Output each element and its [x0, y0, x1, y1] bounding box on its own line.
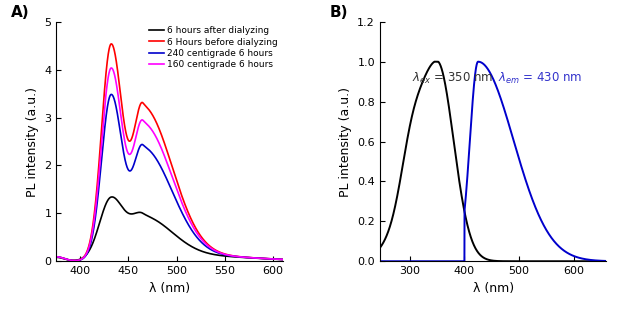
- Text: A): A): [11, 5, 29, 20]
- X-axis label: λ (nm): λ (nm): [149, 282, 190, 295]
- 6 hours after dialyzing: [250, 256, 258, 260]
- 6 hours after dialyzing: [139, 211, 147, 215]
- Line: 160 centigrade 6 hours: 160 centigrade 6 hours: [56, 68, 282, 261]
- 160 centigrade 6 hours: [139, 119, 147, 123]
- 6 Hours before dialyzing: [279, 258, 286, 261]
- 240 centigrade 6 hours: [78, 257, 86, 261]
- 6 hours after dialyzing: [274, 258, 282, 261]
- 160 centigrade 6 hours: [274, 258, 282, 261]
- X-axis label: λ (nm): λ (nm): [472, 282, 514, 295]
- 6 hours after dialyzing: [92, 234, 99, 237]
- 6 Hours before dialyzing: [274, 257, 282, 261]
- 6 hours after dialyzing: [279, 258, 286, 262]
- Text: B): B): [330, 5, 349, 20]
- 6 Hours before dialyzing: [71, 259, 78, 262]
- 160 centigrade 6 hours: [92, 207, 99, 211]
- 6 Hours before dialyzing: [250, 256, 258, 260]
- 6 Hours before dialyzing: [78, 257, 86, 260]
- 6 Hours before dialyzing: [149, 114, 157, 118]
- Text: $\lambda_{ex}$ = 350 nm: $\lambda_{ex}$ = 350 nm: [412, 71, 492, 86]
- 240 centigrade 6 hours: [52, 255, 60, 259]
- 240 centigrade 6 hours: [149, 152, 157, 156]
- Text: $\lambda_{em}$ = 430 nm: $\lambda_{em}$ = 430 nm: [498, 71, 582, 86]
- Y-axis label: PL intensity (a.u.): PL intensity (a.u.): [339, 86, 352, 197]
- 6 hours after dialyzing: [108, 195, 116, 199]
- 160 centigrade 6 hours: [71, 259, 79, 262]
- 240 centigrade 6 hours: [139, 143, 147, 147]
- 6 Hours before dialyzing: [107, 42, 115, 46]
- 160 centigrade 6 hours: [149, 130, 157, 134]
- 6 hours after dialyzing: [149, 217, 157, 220]
- 160 centigrade 6 hours: [107, 66, 115, 70]
- 240 centigrade 6 hours: [92, 214, 99, 218]
- 240 centigrade 6 hours: [250, 256, 258, 260]
- 240 centigrade 6 hours: [107, 93, 115, 96]
- 6 Hours before dialyzing: [92, 200, 99, 204]
- Line: 240 centigrade 6 hours: 240 centigrade 6 hours: [56, 95, 282, 261]
- 160 centigrade 6 hours: [78, 257, 86, 261]
- 160 centigrade 6 hours: [250, 256, 258, 260]
- Legend: 6 hours after dialyzing, 6 Hours before dialyzing, 240 centigrade 6 hours, 160 c: 6 hours after dialyzing, 6 Hours before …: [148, 25, 280, 71]
- 240 centigrade 6 hours: [274, 258, 282, 261]
- Line: 6 Hours before dialyzing: 6 Hours before dialyzing: [56, 44, 282, 261]
- 6 hours after dialyzing: [69, 258, 77, 262]
- 6 hours after dialyzing: [52, 255, 60, 259]
- 240 centigrade 6 hours: [71, 259, 79, 262]
- 6 Hours before dialyzing: [52, 255, 60, 259]
- 240 centigrade 6 hours: [279, 258, 286, 261]
- 160 centigrade 6 hours: [52, 255, 60, 259]
- 6 hours after dialyzing: [78, 256, 86, 260]
- Y-axis label: PL intensity (a.u.): PL intensity (a.u.): [26, 86, 39, 197]
- 6 Hours before dialyzing: [139, 101, 147, 105]
- 160 centigrade 6 hours: [279, 258, 286, 261]
- Line: 6 hours after dialyzing: 6 hours after dialyzing: [56, 197, 282, 260]
